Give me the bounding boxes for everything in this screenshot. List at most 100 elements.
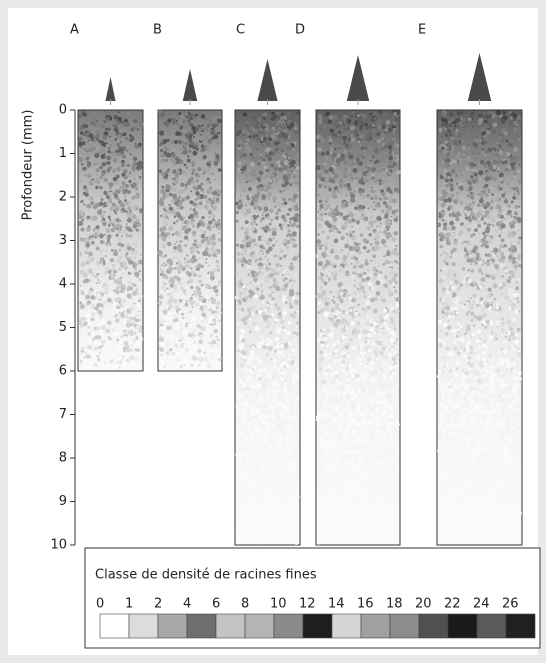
root-speck [240,174,242,176]
root-speck [237,397,240,400]
root-speck [109,202,111,204]
root-speck [378,535,381,538]
root-speck [256,137,261,142]
root-speck [125,141,129,145]
root-speck [249,326,251,328]
root-speck [390,317,394,321]
root-speck [357,524,359,526]
root-speck [181,313,184,316]
root-speck [357,407,360,410]
root-speck [257,162,260,165]
root-speck [80,252,82,254]
root-speck [211,173,213,175]
root-speck [239,511,242,514]
root-speck [344,244,348,248]
root-speck [272,391,277,396]
root-speck [337,164,339,166]
root-speck [105,228,110,233]
root-speck [247,357,250,360]
root-speck [161,159,164,162]
root-speck [387,445,390,448]
root-speck [247,491,250,494]
root-speck [254,364,256,366]
root-speck [115,189,117,191]
root-speck [128,175,131,178]
root-speck [114,298,117,301]
root-speck [360,286,365,291]
root-speck [159,143,162,146]
root-speck [167,168,170,171]
root-speck [379,472,383,476]
root-speck [339,140,344,145]
root-speck [290,123,295,128]
root-speck [96,177,100,181]
root-speck [281,448,284,451]
root-speck [254,267,258,271]
root-speck [334,487,338,491]
root-speck [333,301,336,304]
root-speck [382,390,386,394]
root-speck [373,140,375,142]
root-speck [287,443,290,446]
root-speck [118,134,121,137]
root-speck [240,465,242,467]
root-speck [244,142,248,146]
root-speck [369,440,373,444]
root-speck [392,462,394,464]
root-speck [205,136,207,138]
root-speck [122,190,127,195]
root-speck [102,135,107,140]
root-speck [249,361,252,364]
root-speck [243,176,246,179]
root-speck [173,330,178,335]
root-speck [202,139,204,141]
root-speck [101,220,104,223]
root-speck [295,204,297,206]
root-speck [343,433,346,436]
root-speck [253,296,255,298]
root-speck [237,252,239,254]
root-speck [110,282,112,284]
root-speck [237,370,242,375]
root-speck [203,352,206,355]
root-speck [355,418,358,421]
root-speck [257,188,259,190]
root-speck [254,539,259,544]
root-speck [274,115,277,118]
root-speck [287,446,291,450]
root-speck [186,196,190,200]
root-speck [200,222,205,227]
root-speck [100,240,104,244]
root-speck [329,136,331,138]
root-speck [106,117,110,121]
root-speck [339,135,342,138]
root-speck [216,283,221,288]
root-speck [341,466,346,471]
root-speck [340,336,342,338]
root-speck [241,506,246,511]
root-speck [242,358,245,361]
root-speck [109,136,111,138]
root-speck [239,445,242,448]
root-speck [197,127,199,129]
root-speck [287,528,290,531]
root-speck [355,202,359,206]
root-speck [84,133,87,136]
root-speck [120,358,124,362]
root-speck [383,332,385,334]
root-speck [296,292,299,295]
root-speck [126,111,130,115]
root-speck [386,328,389,331]
root-speck [289,228,291,230]
root-speck [254,190,257,193]
root-speck [111,364,113,366]
root-speck [253,277,258,282]
root-speck [256,271,258,273]
root-speck [192,185,197,190]
root-speck [370,503,372,505]
root-speck [252,270,254,272]
root-speck [129,234,132,237]
root-speck [357,493,360,496]
root-speck [316,239,321,244]
root-speck [262,323,264,325]
